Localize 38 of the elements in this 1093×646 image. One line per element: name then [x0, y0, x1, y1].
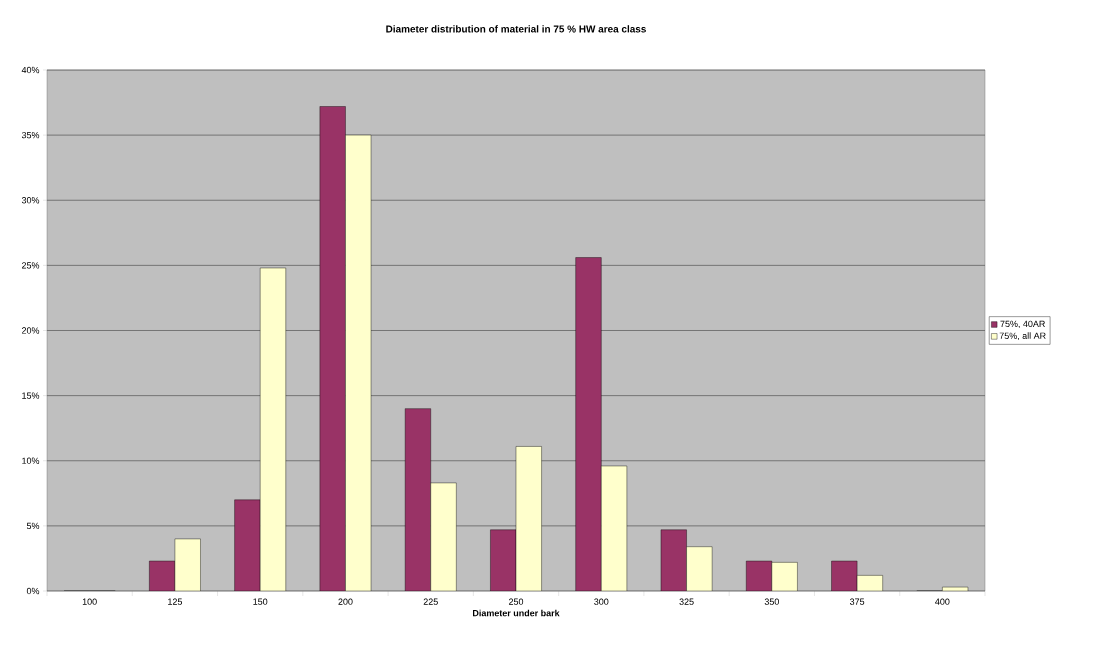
- y-tick-label: 25%: [21, 262, 40, 269]
- x-tick-label: 100: [82, 598, 97, 605]
- y-tick-label: 40%: [21, 66, 40, 74]
- legend-label: 75%, 40AR: [1000, 320, 1045, 329]
- bar: [660, 529, 687, 591]
- y-tick-label: 5%: [26, 522, 40, 530]
- bar: [404, 408, 431, 591]
- legend-label: 75%, all AR: [999, 332, 1046, 341]
- x-tick-label: 125: [168, 598, 183, 605]
- bar: [174, 538, 201, 591]
- chart-title: Diameter distribution of material in 75 % HW area class: [386, 25, 646, 33]
- y-tick-label: 30%: [21, 197, 40, 204]
- x-tick-label: 325: [679, 598, 694, 605]
- x-tick-label: 225: [423, 598, 438, 605]
- x-tick-label: 350: [764, 598, 779, 605]
- y-tick-label: 10%: [22, 457, 40, 464]
- bar: [771, 562, 798, 591]
- x-tick-label: 200: [338, 598, 353, 605]
- bar: [234, 499, 261, 591]
- y-tick-label: 20%: [21, 327, 40, 334]
- bar: [319, 106, 346, 591]
- x-tick-label: 250: [508, 598, 524, 605]
- x-axis-title: Diameter under bark: [473, 609, 560, 617]
- bar: [601, 465, 628, 591]
- bar: [490, 529, 517, 591]
- bar: [515, 446, 542, 591]
- bar: [430, 482, 457, 591]
- x-tick-label: 400: [935, 598, 950, 605]
- bar: [345, 134, 372, 591]
- x-tick-label: 150: [253, 598, 268, 605]
- x-tick-label: 375: [849, 598, 865, 605]
- x-tick-label: 300: [594, 598, 609, 605]
- bar: [259, 267, 286, 591]
- y-tick-label: 35%: [21, 131, 40, 139]
- bar: [575, 257, 602, 591]
- y-tick-label: 0%: [26, 587, 40, 595]
- y-tick-label: 15%: [22, 392, 40, 399]
- bar: [686, 546, 713, 591]
